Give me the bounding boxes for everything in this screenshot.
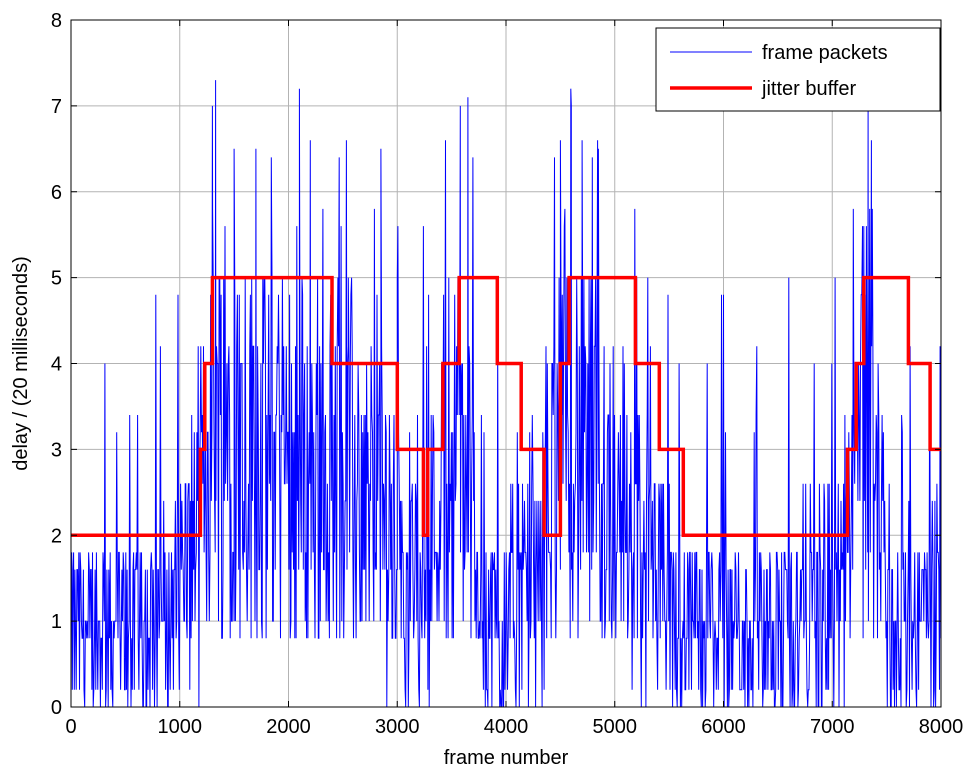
x-tick-label: 8000 [919,716,964,738]
x-axis-label: frame number [444,747,569,769]
series-jitter-buffer [71,275,941,538]
legend-label-frame-packets: frame packets [762,42,888,64]
x-tick-label: 3000 [375,716,420,738]
y-tick-label: 0 [51,697,62,719]
y-tick-label: 2 [51,525,62,547]
x-tick-label: 0 [65,716,76,738]
legend-label-jitter-buffer: jitter buffer [761,78,856,100]
ticks: 0 1000 2000 3000 4000 5000 6000 7000 8000 0 1 2 3 4 5 6… [51,10,963,738]
y-tick-label: 4 [51,354,62,376]
y-tick-label: 5 [51,268,62,290]
x-tick-label: 2000 [266,716,311,738]
y-tick-label: 7 [51,96,62,118]
legend-box [655,27,941,112]
y-tick-label: 8 [51,10,62,32]
legend: frame packets jitter buffer [655,27,941,112]
series-layer [71,80,941,707]
x-tick-label: 7000 [810,716,855,738]
y-axis-label: delay / (20 milliseconds) [10,256,32,471]
x-tick-label: 4000 [484,716,529,738]
x-tick-label: 6000 [701,716,746,738]
y-tick-label: 1 [51,611,62,633]
series-frame-packets [71,80,941,707]
y-tick-label: 3 [51,439,62,461]
y-tick-label: 6 [51,182,62,204]
x-tick-label: 5000 [593,716,638,738]
x-tick-label: 1000 [158,716,203,738]
